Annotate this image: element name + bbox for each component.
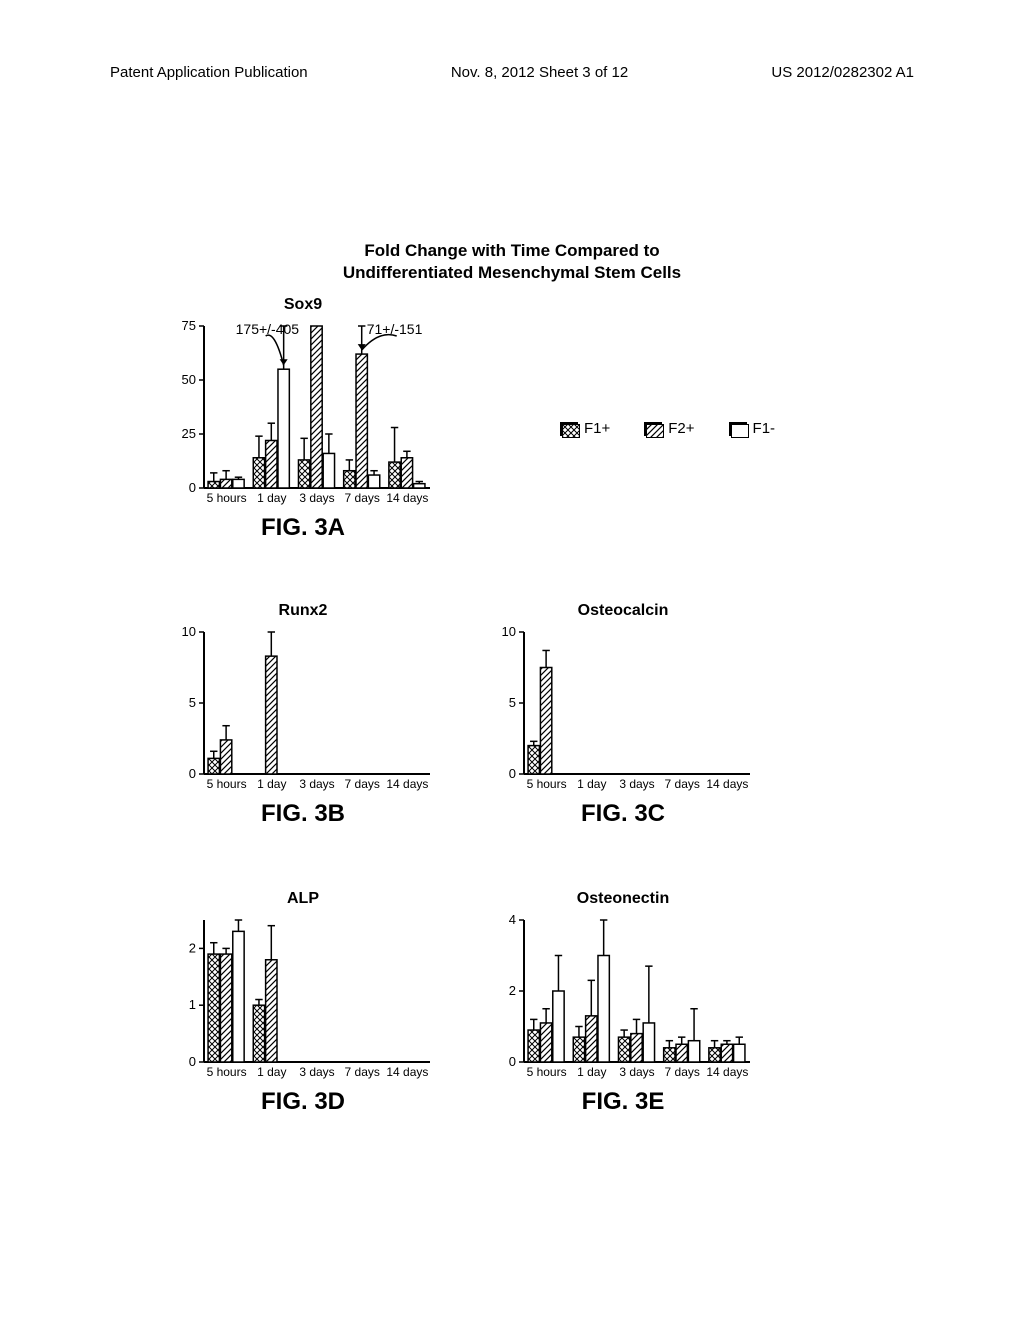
chart-a: Sox9 0 25 50 75 5 hours 1 day 3 days 7 days 14 da… (170, 296, 436, 542)
swatch-f1p-icon (560, 422, 578, 436)
svg-text:3 days: 3 days (299, 491, 334, 505)
svg-text:2: 2 (509, 983, 516, 998)
svg-text:3 days: 3 days (619, 1065, 654, 1079)
svg-text:5 hours: 5 hours (207, 491, 247, 505)
svg-text:0: 0 (189, 1054, 196, 1069)
svg-text:50: 50 (182, 372, 196, 387)
legend-label-f1m: F1- (753, 420, 776, 437)
figure-label: FIG. 3E (490, 1088, 756, 1116)
legend-label-f2p: F2+ (668, 420, 694, 437)
chart-b: Runx2 0 5 10 5 hours 1 day 3 days 7 days 14 days… (170, 602, 436, 828)
svg-text:71+/-151: 71+/-151 (367, 321, 423, 337)
svg-text:5: 5 (189, 695, 196, 710)
svg-text:14 days: 14 days (706, 777, 748, 791)
legend-item-f1m: F1- (729, 420, 776, 437)
svg-text:0: 0 (509, 766, 516, 781)
legend: F1+ F2+ F1- (560, 420, 775, 437)
svg-text:2: 2 (189, 940, 196, 955)
chart-title: ALP (170, 890, 436, 908)
main-title-line2: Undifferentiated Mesenchymal Stem Cells (343, 263, 681, 282)
legend-item-f1p: F1+ (560, 420, 610, 437)
header-mid: Nov. 8, 2012 Sheet 3 of 12 (451, 64, 628, 81)
header-right: US 2012/0282302 A1 (771, 64, 914, 81)
svg-text:7 days: 7 days (665, 1065, 700, 1079)
svg-text:1 day: 1 day (257, 777, 286, 791)
swatch-f1m-icon (729, 422, 747, 436)
chart-d: ALP 0 1 2 5 hours 1 day 3 days 7 days 14 days FIG… (170, 890, 436, 1116)
svg-text:3 days: 3 days (619, 777, 654, 791)
swatch-f2p-icon (644, 422, 662, 436)
svg-text:1: 1 (189, 997, 196, 1012)
legend-item-f2p: F2+ (644, 420, 694, 437)
chart-title: Osteocalcin (490, 602, 756, 620)
svg-text:75: 75 (182, 318, 196, 333)
svg-text:0: 0 (189, 480, 196, 495)
svg-text:5 hours: 5 hours (527, 1065, 567, 1079)
svg-text:10: 10 (502, 624, 516, 639)
page-header: Patent Application Publication Nov. 8, 2… (0, 64, 1024, 81)
svg-text:7 days: 7 days (345, 491, 380, 505)
chart-title: Osteonectin (490, 890, 756, 908)
svg-text:5 hours: 5 hours (207, 777, 247, 791)
svg-text:5: 5 (509, 695, 516, 710)
figure-label: FIG. 3C (490, 800, 756, 828)
svg-text:5 hours: 5 hours (207, 1065, 247, 1079)
chart-title: Runx2 (170, 602, 436, 620)
chart-title: Sox9 (170, 296, 436, 314)
figure-label: FIG. 3B (170, 800, 436, 828)
svg-text:3 days: 3 days (299, 777, 334, 791)
svg-text:14 days: 14 days (386, 491, 428, 505)
svg-text:7 days: 7 days (345, 777, 380, 791)
legend-label-f1p: F1+ (584, 420, 610, 437)
svg-text:1 day: 1 day (257, 1065, 286, 1079)
svg-text:7 days: 7 days (665, 777, 700, 791)
figure-label: FIG. 3D (170, 1088, 436, 1116)
svg-text:14 days: 14 days (706, 1065, 748, 1079)
figure-label: FIG. 3A (170, 514, 436, 542)
svg-text:7 days: 7 days (345, 1065, 380, 1079)
svg-text:0: 0 (189, 766, 196, 781)
header-left: Patent Application Publication (110, 64, 308, 81)
svg-text:14 days: 14 days (386, 777, 428, 791)
svg-text:14 days: 14 days (386, 1065, 428, 1079)
svg-text:25: 25 (182, 426, 196, 441)
chart-e: Osteonectin 0 2 4 5 hours 1 day 3 days 7 days 14… (490, 890, 756, 1116)
svg-text:10: 10 (182, 624, 196, 639)
main-title-line1: Fold Change with Time Compared to (364, 241, 659, 260)
svg-text:5 hours: 5 hours (527, 777, 567, 791)
svg-text:0: 0 (509, 1054, 516, 1069)
svg-text:3 days: 3 days (299, 1065, 334, 1079)
svg-text:1 day: 1 day (577, 777, 606, 791)
svg-text:1 day: 1 day (257, 491, 286, 505)
svg-text:1 day: 1 day (577, 1065, 606, 1079)
svg-text:4: 4 (509, 912, 516, 927)
main-title: Fold Change with Time Compared to Undiff… (0, 240, 1024, 284)
chart-c: Osteocalcin 0 5 10 5 hours 1 day 3 days 7 days 1… (490, 602, 756, 828)
